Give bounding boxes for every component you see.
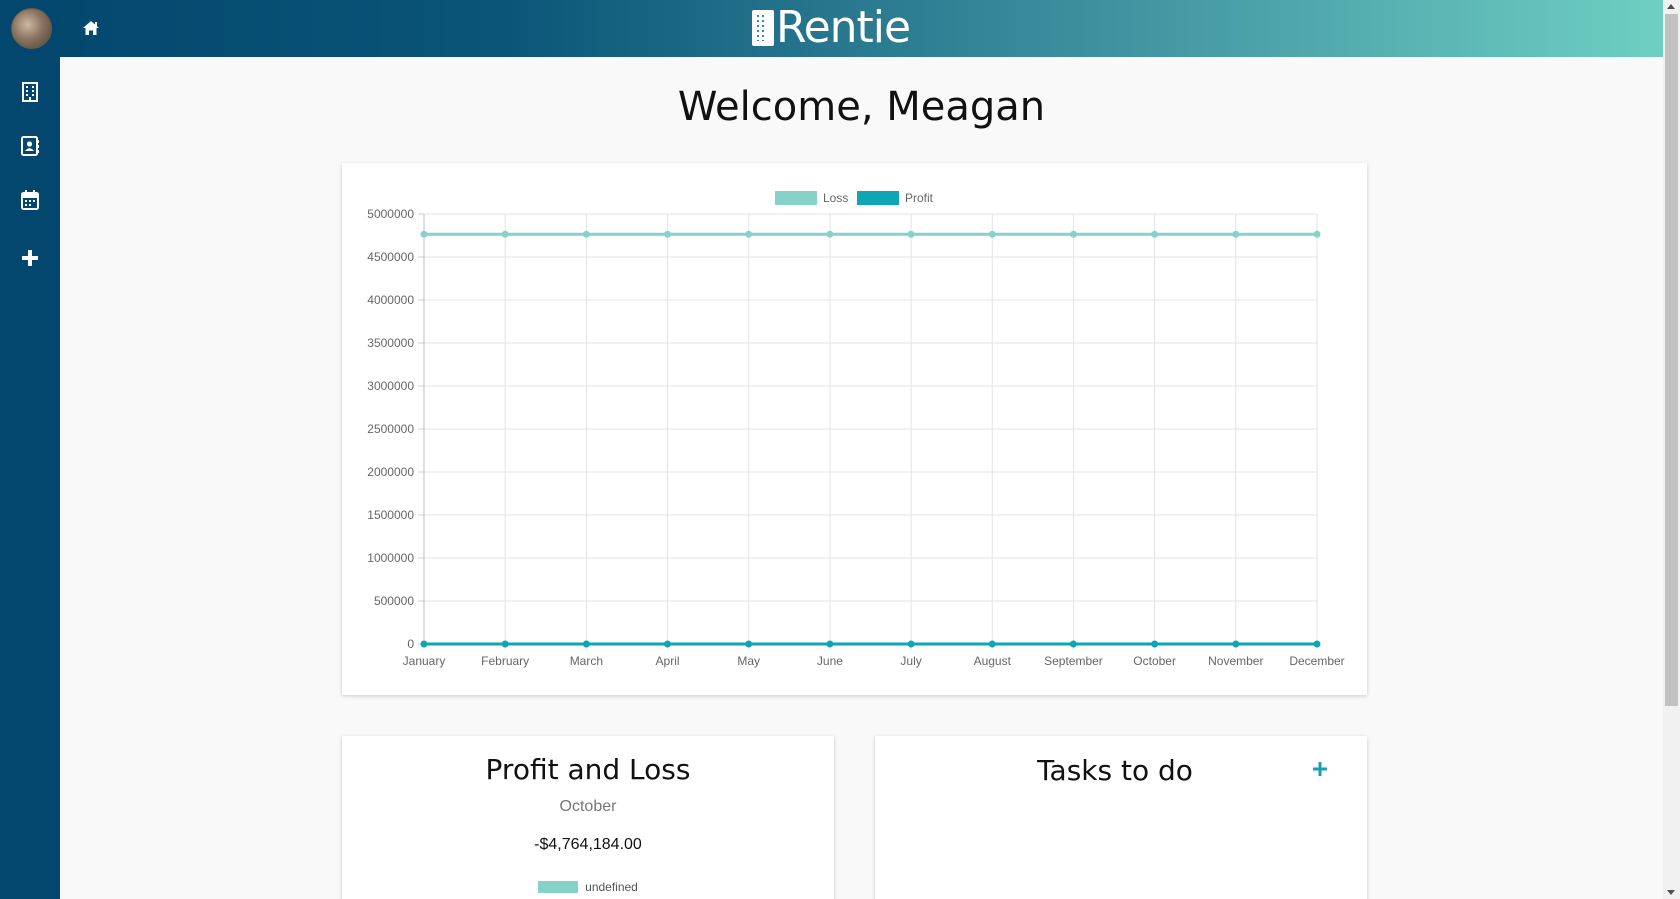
x-tick-label: March bbox=[570, 654, 603, 668]
data-point-profit bbox=[1313, 640, 1321, 648]
logo-text: Rentie bbox=[776, 2, 911, 53]
sidebar-item-calendar[interactable] bbox=[18, 188, 42, 212]
y-tick-label: 3000000 bbox=[367, 379, 414, 393]
app-logo[interactable]: Rentie bbox=[752, 2, 911, 53]
profit-loss-chart-card: 0 500000 1000000 1500000 2000000 2500000 30000… bbox=[342, 163, 1367, 695]
logo-mark-icon bbox=[752, 10, 774, 46]
contacts-icon bbox=[21, 136, 39, 156]
x-tick-label: February bbox=[481, 654, 529, 668]
x-tick-label: October bbox=[1133, 654, 1176, 668]
data-point-loss bbox=[420, 230, 428, 238]
data-point-loss bbox=[907, 230, 915, 238]
plus-icon bbox=[22, 250, 38, 266]
scroll-down-arrow-icon[interactable] bbox=[1667, 890, 1675, 895]
x-tick-label: April bbox=[656, 654, 680, 668]
data-point-profit bbox=[501, 640, 509, 648]
sidebar-item-properties[interactable] bbox=[18, 80, 42, 104]
legend-label: undefined bbox=[585, 880, 638, 894]
top-bar bbox=[0, 0, 1663, 57]
legend-label-loss: Loss bbox=[823, 191, 848, 205]
page-title: Welcome, Meagan bbox=[677, 84, 1046, 130]
data-point-loss bbox=[826, 230, 834, 238]
y-tick-label: 3500000 bbox=[367, 336, 414, 350]
add-task-button[interactable] bbox=[1307, 756, 1333, 782]
calendar-icon bbox=[21, 190, 39, 210]
x-tick-label: August bbox=[974, 654, 1012, 668]
profit-and-loss-amount: -$4,764,184.00 bbox=[534, 836, 642, 853]
tasks-card: Tasks to do bbox=[875, 736, 1367, 899]
scrollbar-thumb[interactable] bbox=[1665, 14, 1678, 706]
scroll-up-arrow-icon[interactable] bbox=[1667, 4, 1675, 9]
x-tick-label: May bbox=[737, 654, 760, 668]
data-point-loss bbox=[1313, 230, 1321, 238]
y-tick-label: 500000 bbox=[374, 594, 414, 608]
sidebar-item-contacts[interactable] bbox=[18, 134, 42, 158]
y-tick-label: 2500000 bbox=[367, 422, 414, 436]
data-point-loss bbox=[582, 230, 590, 238]
page-scrollbar[interactable] bbox=[1663, 0, 1680, 899]
data-point-profit bbox=[1232, 640, 1240, 648]
data-point-profit bbox=[826, 640, 834, 648]
profit-and-loss-title: Profit and Loss bbox=[485, 753, 691, 786]
x-tick-label: December bbox=[1289, 654, 1344, 668]
data-point-loss bbox=[1069, 230, 1077, 238]
legend-label-profit: Profit bbox=[905, 191, 934, 205]
y-tick-label: 4500000 bbox=[367, 250, 414, 264]
legend-swatch-profit bbox=[857, 191, 899, 205]
data-point-profit bbox=[988, 640, 996, 648]
home-icon bbox=[83, 21, 99, 35]
profit-and-loss-card: Profit and Loss October -$4,764,184.00 u… bbox=[342, 736, 834, 899]
y-tick-label: 2000000 bbox=[367, 465, 414, 479]
data-point-profit bbox=[664, 640, 672, 648]
data-point-loss bbox=[988, 230, 996, 238]
data-point-profit bbox=[420, 640, 428, 648]
y-tick-label: 1000000 bbox=[367, 551, 414, 565]
data-point-profit bbox=[745, 640, 753, 648]
data-point-loss bbox=[501, 230, 509, 238]
x-tick-label: January bbox=[403, 654, 446, 668]
data-point-loss bbox=[1232, 230, 1240, 238]
data-point-profit bbox=[582, 640, 590, 648]
data-point-loss bbox=[745, 230, 753, 238]
data-point-loss bbox=[1151, 230, 1159, 238]
plus-icon bbox=[1313, 762, 1327, 776]
user-avatar[interactable] bbox=[11, 8, 52, 49]
profit-and-loss-legend[interactable]: undefined bbox=[342, 880, 834, 894]
y-tick-label: 1500000 bbox=[367, 508, 414, 522]
y-tick-label: 0 bbox=[407, 637, 414, 651]
profit-loss-line-chart: 0 500000 1000000 1500000 2000000 2500000 30000… bbox=[367, 191, 1345, 668]
data-point-profit bbox=[1151, 640, 1159, 648]
data-point-profit bbox=[907, 640, 915, 648]
data-point-profit bbox=[1069, 640, 1077, 648]
data-point-loss bbox=[664, 230, 672, 238]
x-tick-label: November bbox=[1208, 654, 1263, 668]
legend-swatch-loss bbox=[775, 191, 817, 205]
home-button[interactable] bbox=[79, 16, 103, 40]
tasks-title: Tasks to do bbox=[1037, 754, 1193, 787]
x-tick-label: September bbox=[1044, 654, 1103, 668]
profit-and-loss-month: October bbox=[559, 798, 617, 815]
y-tick-label: 5000000 bbox=[367, 207, 414, 221]
x-tick-label: July bbox=[900, 654, 921, 668]
y-tick-label: 4000000 bbox=[367, 293, 414, 307]
sidebar bbox=[0, 0, 60, 899]
x-tick-label: June bbox=[817, 654, 843, 668]
sidebar-item-add[interactable] bbox=[18, 246, 42, 270]
legend-swatch bbox=[538, 881, 579, 893]
building-icon bbox=[22, 82, 38, 102]
